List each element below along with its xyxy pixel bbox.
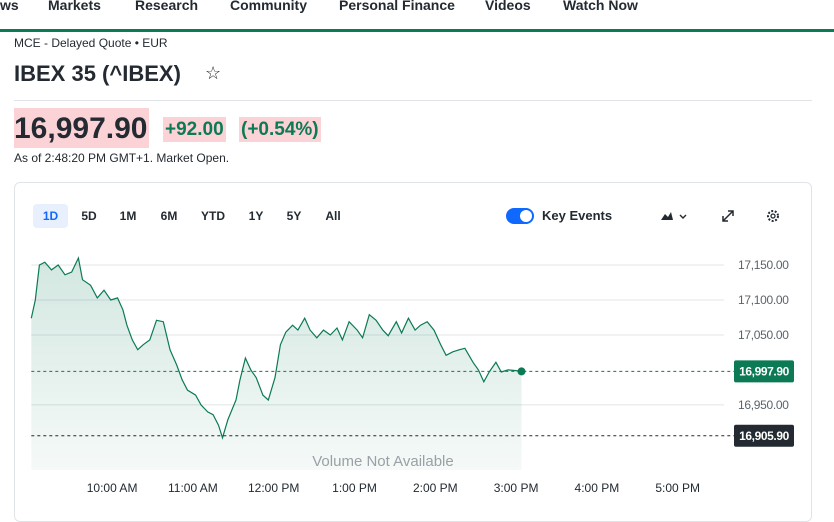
key-events-label: Key Events [542,208,613,223]
price-area [31,258,522,470]
key-events-toggle[interactable] [506,208,534,224]
range-button[interactable]: All [325,209,341,223]
price: 16,997.90 [14,108,150,148]
price-line [30,256,522,440]
x-tick-label: 10:00 AM [87,481,138,495]
range-button[interactable]: 1D [33,204,68,228]
volume-note: Volume Not Available [312,453,453,470]
settings-icon[interactable] [767,210,779,222]
settings-icon-center [770,213,776,219]
range-button[interactable]: YTD [201,209,225,223]
x-tick-label: 2:00 PM [413,481,458,495]
range-button[interactable]: 5Y [286,209,302,223]
nav-item[interactable]: Watch Now [563,0,638,13]
x-tick-label: 3:00 PM [494,481,539,495]
nav-item[interactable]: Research [135,0,199,13]
range-button[interactable]: 6M [160,209,178,223]
reference-label-box [734,424,794,447]
divider [14,100,812,101]
nav-item[interactable]: ws [0,0,19,13]
x-tick-label: 12:00 PM [248,481,299,495]
chart-tools [661,210,779,222]
chart: 16,950.00 17,050.00 17,100.00 17,150.00 10:0… [30,256,794,495]
nav-item[interactable]: Videos [485,0,531,13]
fullscreen-icon[interactable] [722,210,734,222]
reference-label: 16,997.90 [739,364,790,378]
price-change-percent: (+0.54%) [239,117,321,142]
nav-item[interactable]: Markets [48,0,101,13]
reference-label-box [734,360,794,383]
x-tick-label: 1:00 PM [332,481,377,495]
chart-type-dropdown[interactable] [679,214,687,219]
y-tick-label: 17,050.00 [738,328,789,342]
x-tick-label: 4:00 PM [575,481,620,495]
reference-label: 16,905.90 [739,429,790,443]
quote-source: MCE - Delayed Quote • EUR [14,36,168,50]
price-change: +92.00 [163,117,226,142]
watchlist-star[interactable]: ☆ [205,63,222,83]
x-tick-label: 5:00 PM [655,481,700,495]
nav-item[interactable]: Community [230,0,307,13]
nav-item[interactable]: Personal Finance [339,0,455,13]
nav-bar: ws Markets Research Community Personal Finan… [0,0,834,32]
range-button[interactable]: 1Y [248,209,264,223]
range-button[interactable]: 5D [81,209,97,223]
range-button[interactable]: 1M [119,209,137,223]
quote-title: IBEX 35 (^IBEX) [14,61,181,86]
chart-type-icon[interactable] [661,212,673,220]
y-tick-label: 17,150.00 [738,258,789,272]
x-tick-label: 11:00 AM [168,481,218,495]
as-of: As of 2:48:20 PM GMT+1. Market Open. [14,151,230,165]
y-tick-label: 17,100.00 [738,293,789,307]
last-point [517,367,526,376]
y-tick-label: 16,950.00 [738,398,789,412]
